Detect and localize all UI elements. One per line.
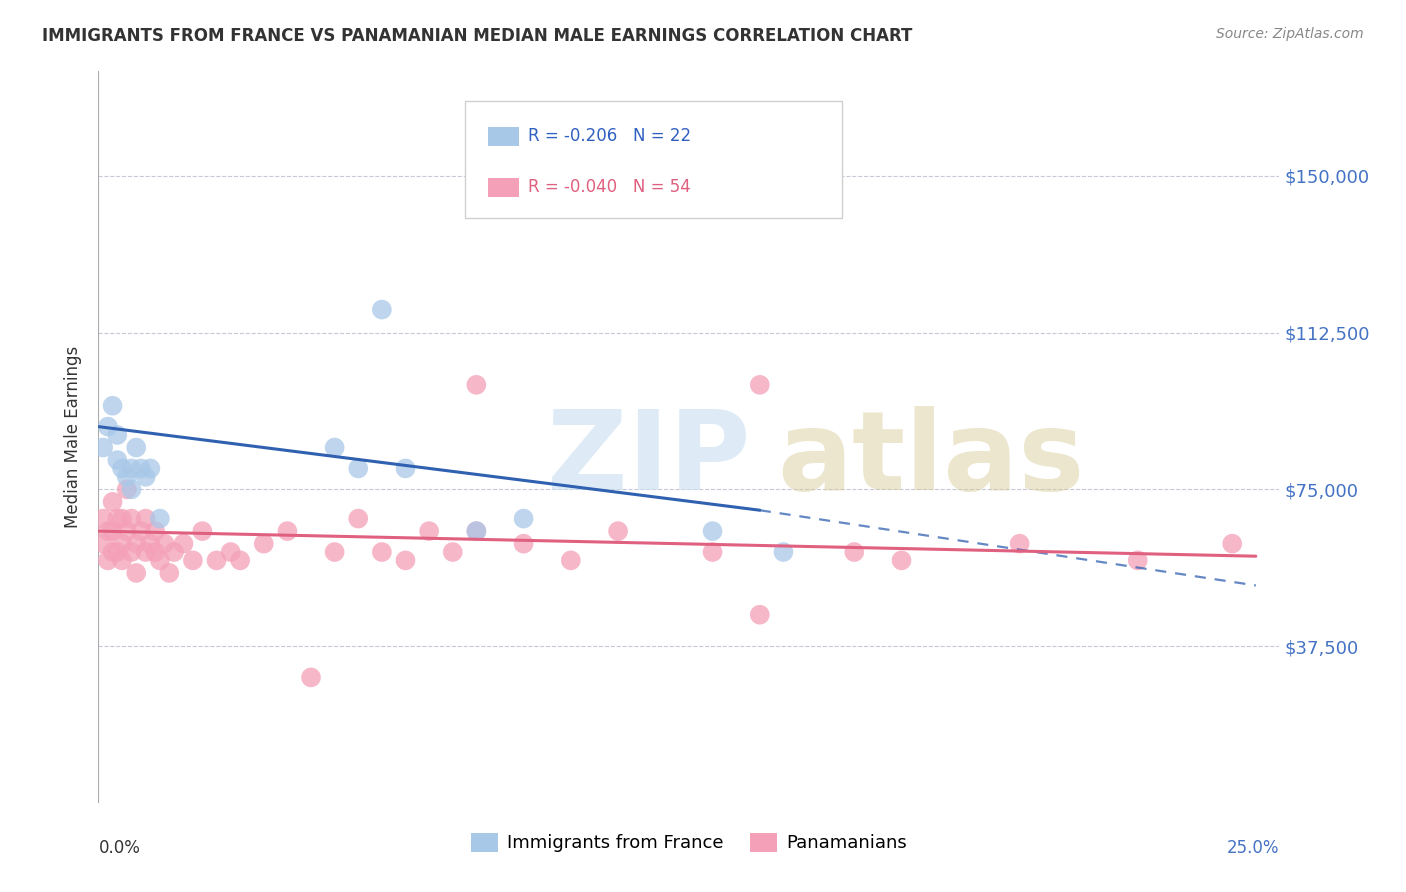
Point [111, 511, 134, 525]
Point [101, 495, 124, 509]
Point [394, 553, 416, 567]
Point [121, 461, 143, 475]
Point [121, 511, 143, 525]
FancyBboxPatch shape [488, 178, 519, 197]
Point [129, 524, 152, 538]
Point [323, 441, 346, 455]
Point [844, 545, 866, 559]
Point [101, 545, 124, 559]
FancyBboxPatch shape [464, 101, 842, 218]
Point [111, 536, 134, 550]
Text: R = -0.206   N = 22: R = -0.206 N = 22 [529, 127, 692, 145]
Point [276, 524, 298, 538]
Point [253, 536, 276, 550]
Point [1008, 536, 1031, 550]
Point [772, 545, 794, 559]
Legend: Immigrants from France, Panamanians: Immigrants from France, Panamanians [464, 826, 914, 860]
Point [105, 428, 128, 442]
Point [105, 545, 128, 559]
Point [157, 566, 180, 580]
Point [418, 524, 440, 538]
Point [465, 377, 488, 392]
Point [229, 553, 252, 567]
Point [115, 470, 138, 484]
Text: ZIP: ZIP [547, 406, 751, 513]
Point [1220, 536, 1243, 550]
Point [465, 524, 488, 538]
Text: 0.0%: 0.0% [98, 839, 141, 857]
Point [125, 566, 148, 580]
Point [111, 461, 134, 475]
Point [121, 545, 143, 559]
Point [105, 453, 128, 467]
Point [101, 524, 124, 538]
Point [191, 524, 214, 538]
Point [748, 607, 770, 622]
Point [607, 524, 630, 538]
Point [115, 483, 138, 497]
Point [91, 511, 114, 525]
Text: 25.0%: 25.0% [1227, 839, 1279, 857]
Point [135, 511, 157, 525]
Point [91, 536, 114, 550]
Point [172, 536, 194, 550]
Text: Source: ZipAtlas.com: Source: ZipAtlas.com [1216, 27, 1364, 41]
Point [890, 553, 912, 567]
Point [371, 302, 394, 317]
FancyBboxPatch shape [488, 127, 519, 145]
Point [153, 536, 176, 550]
Text: atlas: atlas [778, 406, 1085, 513]
Point [205, 553, 228, 567]
Point [702, 545, 724, 559]
Point [97, 419, 120, 434]
Point [181, 553, 204, 567]
Point [97, 553, 120, 567]
Text: IMMIGRANTS FROM FRANCE VS PANAMANIAN MEDIAN MALE EARNINGS CORRELATION CHART: IMMIGRANTS FROM FRANCE VS PANAMANIAN MED… [42, 27, 912, 45]
Point [149, 553, 172, 567]
Point [299, 670, 322, 684]
Point [512, 536, 534, 550]
Point [441, 545, 464, 559]
Point [149, 511, 172, 525]
Point [115, 524, 138, 538]
Point [371, 545, 394, 559]
Point [97, 524, 120, 538]
Point [347, 511, 370, 525]
Point [560, 553, 582, 567]
Point [512, 511, 534, 525]
Point [101, 399, 124, 413]
Point [129, 461, 152, 475]
Point [125, 441, 148, 455]
Point [748, 377, 770, 392]
Y-axis label: Median Male Earnings: Median Male Earnings [65, 346, 83, 528]
Point [465, 524, 488, 538]
Point [323, 545, 346, 559]
Point [135, 470, 157, 484]
Point [105, 511, 128, 525]
Point [143, 524, 166, 538]
Point [91, 441, 114, 455]
Point [219, 545, 242, 559]
Point [394, 461, 416, 475]
Point [121, 483, 143, 497]
Point [163, 545, 186, 559]
Point [347, 461, 370, 475]
Point [1126, 553, 1149, 567]
Text: R = -0.040   N = 54: R = -0.040 N = 54 [529, 178, 692, 196]
Point [139, 461, 162, 475]
Point [135, 545, 157, 559]
Point [139, 536, 162, 550]
Point [125, 536, 148, 550]
Point [143, 545, 166, 559]
Point [111, 553, 134, 567]
Point [702, 524, 724, 538]
